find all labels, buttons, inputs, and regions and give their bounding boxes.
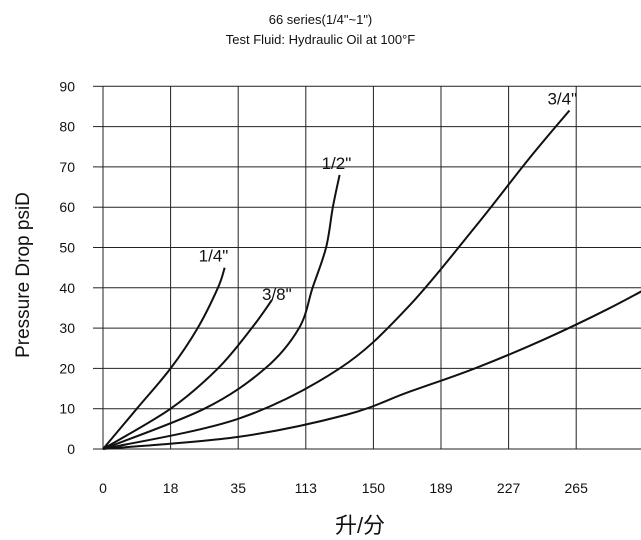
y-tick-label: 60: [59, 199, 75, 215]
series-line: [102, 267, 226, 450]
x-tick-label: 150: [362, 480, 386, 496]
series-line: [102, 174, 341, 450]
y-axis-label: Pressure Drop psiD: [13, 192, 34, 358]
y-tick-label: 20: [59, 360, 75, 376]
y-tick-label: 90: [59, 78, 75, 94]
x-tick-label: 113: [295, 480, 318, 496]
x-tick-label: 0: [99, 480, 107, 496]
series-label: 1/4": [199, 247, 229, 266]
x-tick-label: 265: [565, 480, 589, 496]
series-label: 3/4": [547, 89, 577, 108]
x-tick-label: 35: [230, 480, 246, 496]
series-label: 3/8": [262, 285, 292, 304]
x-tick-label: 189: [429, 480, 453, 496]
y-tick-label: 30: [59, 320, 75, 336]
x-axis-label: 升/分: [334, 513, 386, 538]
series-line: [102, 290, 641, 450]
y-tick-label: 10: [59, 401, 75, 417]
y-tick-label: 0: [67, 441, 75, 457]
y-tick-label: 70: [59, 159, 75, 175]
y-tick-label: 50: [59, 240, 75, 256]
x-tick-label: 227: [497, 480, 521, 496]
y-tick-label: 40: [59, 280, 75, 296]
chart-subtitle: Test Fluid: Hydraulic Oil at 100°F: [225, 32, 416, 47]
x-tick-label: 18: [163, 480, 179, 496]
y-tick-label: 80: [59, 119, 75, 135]
series-label: 1/2": [322, 154, 352, 173]
series-line: [102, 109, 571, 450]
series-line: [102, 299, 273, 450]
chart-title: 66 series(1/4"~1"): [268, 12, 373, 27]
